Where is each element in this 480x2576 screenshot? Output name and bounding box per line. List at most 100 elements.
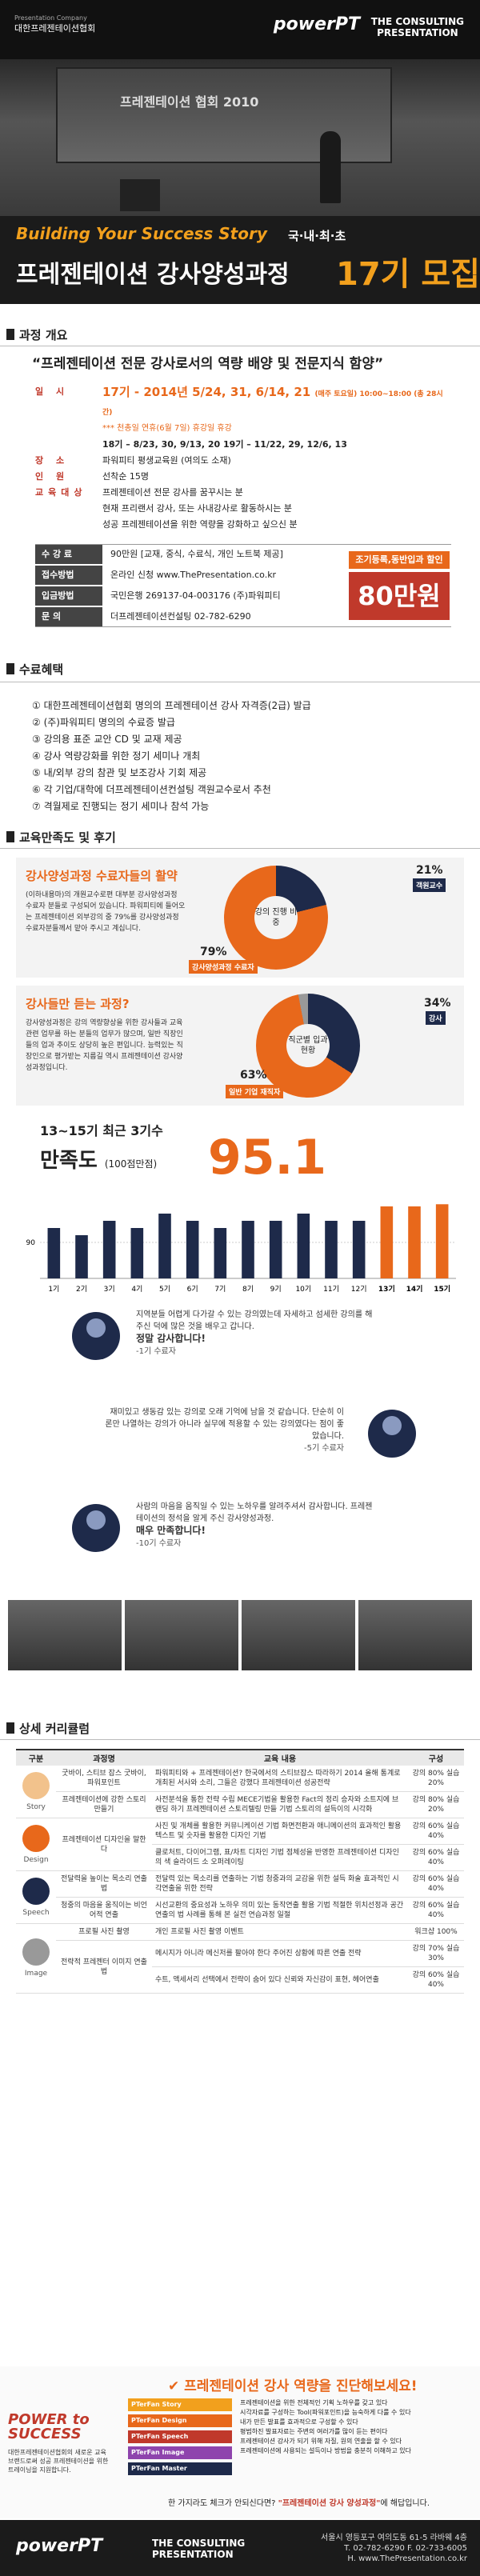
power-title-line1: POWER to [8,2411,90,2428]
donut-chart: 직군별 입과 현황 [256,994,360,1098]
class-photo [8,1600,122,1670]
fee-key: 문 의 [35,607,102,626]
consulting-logo-line2: PRESENTATION [377,27,458,38]
address-line: 서울시 영등포구 여의도동 61-5 라바웨 4층 [321,2534,467,2542]
card-body: (이하내용마)의 개원교수로편 대부분 강사양성과정 수료자 분들로 구성되어 … [26,891,186,933]
checklist-item: 시각자료를 구성하는 Tool(파워포인트)을 능숙하게 다룰 수 있다 [240,2409,411,2416]
course-content: 사진 및 개체를 활용한 커뮤니케이션 기법 화면전환과 애니메이션의 효과적인… [152,1818,408,1845]
bar [297,1214,310,1278]
course-name: 프레젠테이션에 강한 스토리 만들기 [56,1791,152,1818]
website-link[interactable]: H. www.ThePresentation.co.kr [347,2554,467,2563]
info-row: 현재 프리랜서 강사, 또는 사내강사로 활동하시는 분 [35,501,451,517]
column-header: 과정명 [56,1749,152,1766]
promo-price: 80만원 [349,572,450,620]
course-content: 수트, 액세서리 선택에서 전략이 숨어 있다 신뢰와 자신감이 표현, 헤어연… [152,1966,408,1994]
fee-key: 접수방법 [35,566,102,585]
table-header-row: 구분 과정명 교육 내용 구성 [16,1749,464,1766]
x-tick-label: 7기 [214,1285,226,1294]
card-title: 강사양성과정 수료자들의 활약 [26,869,178,883]
podium [120,179,160,211]
footer-consulting-logo: THE CONSULTING PRESENTATION [152,2538,245,2560]
category-cell: Design [16,1818,56,1871]
course-content: 전달력 있는 목소리를 연출하는 기법 청중과의 교감을 위한 설득 화술 효과… [152,1870,408,1898]
org-subtitle: Presentation Company [14,14,87,22]
course-ratio: 강의 60% 실습 40% [408,1870,464,1898]
course-name: 전략적 프레젠터 이미지 연출법 [56,1940,152,1994]
x-tick-label: 11기 [323,1285,339,1294]
testimonial-body: 사람의 마음을 움직일 수 있는 노하우를 알려주셔서 감사합니다. 프레젠테이… [136,1502,373,1523]
info-row: 교육대상 프레젠테이션 전문 강사를 꿈꾸시는 분 [35,485,451,501]
class-photo [125,1600,238,1670]
info-key [35,437,102,453]
pct-tag: 객원교수 [413,878,446,892]
section-heading-satisfaction: 교육만족도 및 후기 [6,829,116,846]
course-ratio: 강의 80% 실습 20% [408,1766,464,1792]
x-tick-label: 2기 [76,1285,87,1294]
bar [47,1228,61,1278]
course-ratio: 강의 80% 실습 20% [408,1791,464,1818]
x-tick-label: 10기 [295,1285,311,1294]
diagnosis-title-text: 프레젠테이션 강사 역량을 진단해보세요! [184,2378,418,2394]
testimonial-text: 지역분들 어렵게 다가갈 수 있는 강의였는데 자세하고 섬세한 강의를 해주신… [136,1309,376,1358]
info-row: 18기 – 8/23, 30, 9/13, 20 19기 – 11/22, 29… [35,437,451,453]
benefit-item: ① 대한프레젠테이션협회 명의의 프레젠테이션 강사 자격증(2급) 발급 [32,700,311,711]
benefit-item: ③ 강의용 표준 교안 CD 및 교재 제공 [32,734,182,745]
bar [214,1228,227,1278]
course-cards: PTerFan Story PTerFan Design PTerFan Spe… [128,2398,232,2478]
bar [380,1206,394,1278]
column-header: 교육 내용 [152,1749,408,1766]
checklist-item: 내가 만든 발표를 효과적으로 구성할 수 있다 [240,2418,358,2426]
projection-screen [56,67,392,163]
phone-line: T. 02-782-6290 F. 02-733-6005 [344,2544,467,2553]
course-content: 시선교환의 중요성과 노하우 의미 있는 동작연출 활용 기법 적절한 위치선정… [152,1897,408,1924]
info-row: 인 원 선착순 15명 [35,469,451,485]
korean-first-tag: 국·내·최·초 [288,229,346,243]
avatar [368,1410,416,1458]
x-tick-label: 5기 [159,1285,170,1294]
info-value: 성공 프레젠테이션을 위한 역량을 강화하고 싶으신 분 [102,519,298,530]
info-value: 18기 – 8/23, 30, 9/13, 20 19기 – 11/22, 29… [102,439,347,450]
testimonial: 재미있고 생동감 있는 강의로 오래 기억에 남을 것 같습니다. 단순히 이론… [0,1402,480,1490]
category-cell: Image [16,1923,56,1994]
table-row: 클로처트, 다이어그램, 표/차트 디자인 기법 점체성을 반영한 프레젠테이션… [16,1844,464,1871]
footer-logo-line1: THE CONSULTING [152,2538,246,2549]
org-logo: Presentation Company 대한프레젠테이션협회 [14,14,95,34]
bar [130,1228,144,1278]
benefit-item: ⑤ 내/외부 강의 참관 및 보조강사 기회 제공 [32,767,207,778]
pct-label: 79% [200,946,227,958]
testimonial-emphasis: 매우 만족합니다! [136,1525,206,1536]
course-name: 굿바이, 스티브 잡스 굿바이, 파워포인트 [56,1766,152,1792]
column-header: 구분 [16,1749,56,1766]
class-photo [358,1600,472,1670]
diag-foot-prefix: 한 가지라도 체크가 안되신다면? [168,2499,276,2508]
signup-link[interactable]: 온라인 신청 www.ThePresentation.co.kr [110,570,277,580]
diagnosis-title: ✔ 프레젠테이션 강사 역량을 진단해보세요! [168,2374,418,2394]
course-ratio: 강의 70% 실습 30% [408,1940,464,1967]
fee-value: 국민은행 269137-04-003176 (주)파워피티 [110,590,281,601]
table-row: 수트, 액세서리 선택에서 전략이 숨어 있다 신뢰와 자신감이 표현, 헤어연… [16,1966,464,1994]
info-value-extra: (매주 토요일) 10:00~18:00 (총 28시간) [102,390,443,417]
testimonial-emphasis: 정말 감사합니다! [136,1333,206,1344]
bar [325,1221,338,1278]
pct-tag: 강사 [426,1011,446,1025]
course-name: 프로필 사진 촬영 [56,1923,152,1941]
design-icon [22,1824,50,1852]
x-tick-label: 14기 [406,1284,423,1294]
course-ratio: 강의 60% 실습 40% [408,1897,464,1924]
checklist-item: 프레젠테이션을 위한 전체적인 기획 노하우를 갖고 있다 [240,2399,388,2406]
checklist-item: 프레젠테이션에 사용되는 설득이나 방법을 충분히 이해하고 있다 [240,2447,411,2454]
satisfaction-title-line1: 13~15기 최근 3기수 [40,1123,163,1138]
table-row: Speech 전달력을 높이는 목소리 연출법 전달력 있는 목소리를 연출하는… [16,1870,464,1924]
info-value: 17기 - 2014년 5/24, 31, 6/14, 21 (매주 토요일) … [102,384,451,421]
info-key: 장 소 [35,455,70,466]
class-photos [8,1600,472,1670]
info-key: 일 시 [35,386,70,397]
course-ratio: 워크샵 100% [408,1923,464,1941]
course-content: 클로처트, 다이어그램, 표/차트 디자인 기법 점체성을 반영한 프레젠테이션… [152,1844,408,1871]
diagnosis-checklist: 프레젠테이션을 위한 전체적인 기획 노하우를 갖고 있다 시각자료를 구성하는… [240,2398,464,2456]
course-content: 메시지가 아니라 메신저를 팔아야 한다 주어진 상황에 따른 연출 전략 [152,1940,408,1967]
info-key [35,517,102,533]
x-tick-label: 15기 [434,1284,450,1294]
org-name: 대한프레젠테이션협회 [14,23,96,34]
info-value-main: 17기 - 2014년 5/24, 31, 6/14, 21 [102,385,311,399]
